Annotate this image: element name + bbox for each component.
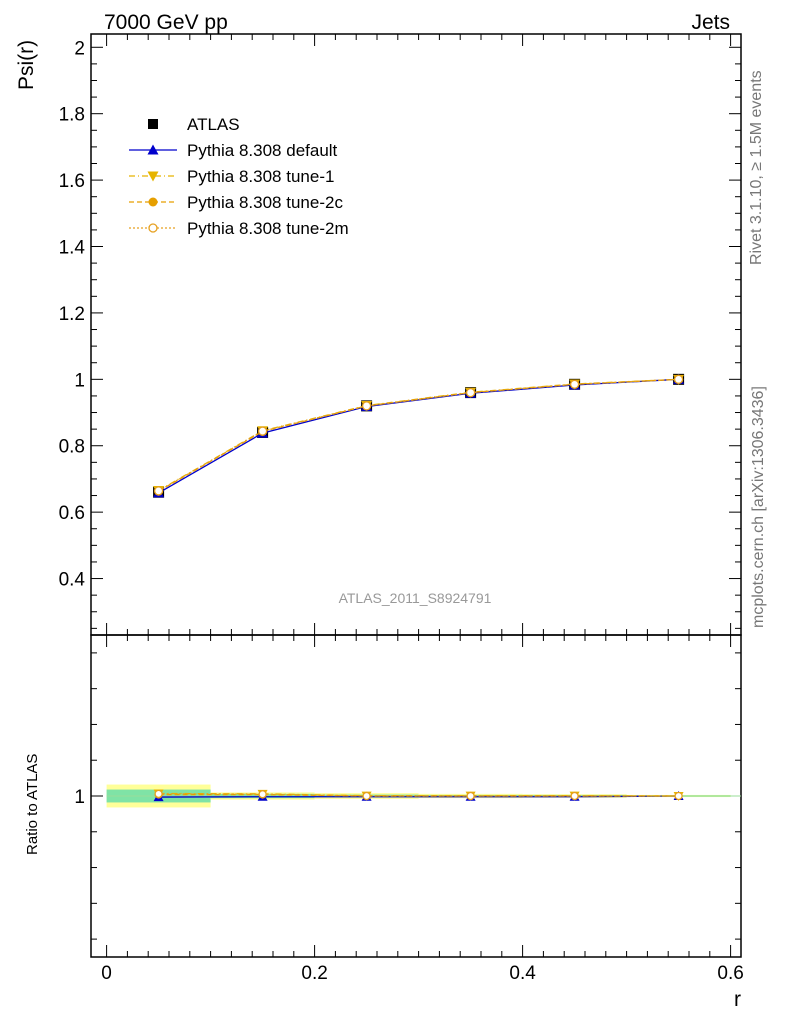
ratio-point — [674, 791, 683, 801]
ratio-series-line — [158, 793, 679, 797]
header-right: Jets — [691, 11, 730, 34]
main-y-tick-label: 0.4 — [59, 570, 86, 591]
ratio-y-tick-label: 1 — [74, 787, 85, 808]
main-y-tick-label: 1.2 — [59, 304, 85, 325]
main-series-line — [158, 378, 679, 494]
legend-label: Pythia 8.308 tune-2c — [187, 193, 343, 212]
ratio-panel: 0 0.2 0.4 0.6 1 — [74, 634, 744, 984]
legend-marker — [147, 171, 159, 182]
main-y-tick-label: 1 — [74, 370, 85, 391]
main-point — [361, 401, 372, 411]
main-y-tick-label: 0.8 — [59, 437, 85, 458]
watermark: ATLAS_2011_S8924791 — [339, 590, 492, 606]
ratio-point — [362, 791, 371, 801]
legend-label: Pythia 8.308 tune-2m — [187, 219, 349, 238]
main-y-tick-label: 0.6 — [59, 503, 85, 524]
legend-label: Pythia 8.308 tune-1 — [187, 167, 334, 186]
header-left: 7000 GeV pp — [104, 11, 228, 34]
x-tick-label: 0.4 — [509, 963, 536, 984]
rivet-label: Rivet 3.1.10, ≥ 1.5M events — [748, 70, 765, 265]
ratio-point — [466, 791, 475, 801]
legend-marker — [148, 197, 158, 207]
x-tick-label: 0.6 — [717, 963, 743, 984]
legend-label: Pythia 8.308 default — [187, 141, 338, 160]
main-series-line — [158, 378, 679, 492]
main-point — [257, 426, 268, 436]
ratio-point — [258, 790, 267, 799]
ratio-point — [570, 791, 579, 801]
main-y-tick-label: 1.8 — [59, 105, 85, 126]
legend-label: ATLAS — [187, 115, 240, 134]
main-point — [465, 387, 476, 398]
main-y-tick-label: 1.6 — [59, 171, 85, 192]
main-point — [673, 374, 684, 384]
main-point — [569, 379, 580, 389]
ratio-point — [154, 789, 163, 799]
main-point — [153, 486, 164, 496]
main-panel: 0.4 0.6 0.8 1 1.2 1.4 1.6 1.8 2 — [59, 33, 742, 636]
legend-marker — [148, 119, 158, 129]
main-y-tick-label: 2 — [74, 38, 85, 59]
main-y-axis-label: Psi(r) — [15, 40, 38, 90]
main-series-line — [158, 378, 679, 492]
mcplots-label: mcplots.cern.ch [arXiv:1306.3436] — [750, 386, 767, 628]
x-tick-label: 0 — [101, 963, 112, 984]
legend-marker — [147, 144, 159, 155]
ratio-y-axis-label: Ratio to ATLAS — [24, 754, 41, 855]
x-tick-label: 0.2 — [301, 963, 327, 984]
x-axis-label: r — [734, 988, 741, 1011]
legend-marker — [148, 223, 158, 233]
main-series-line — [158, 378, 679, 492]
legend: ATLAS Pythia 8.308 default Pythia 8.308 tu… — [129, 115, 349, 238]
main-y-tick-label: 1.4 — [59, 238, 86, 259]
